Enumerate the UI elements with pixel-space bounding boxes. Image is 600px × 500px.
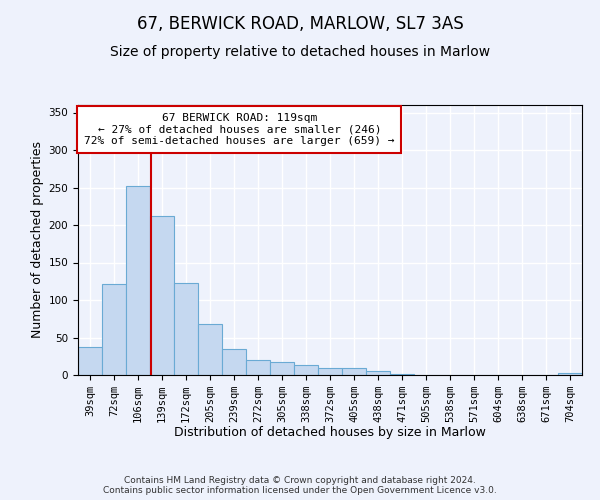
Bar: [78, 347, 102, 375]
Bar: [390, 374, 414, 375]
Bar: [126, 186, 150, 375]
X-axis label: Distribution of detached houses by size in Marlow: Distribution of detached houses by size …: [174, 426, 486, 440]
Bar: [366, 371, 390, 375]
Bar: [102, 284, 126, 375]
Bar: [198, 324, 222, 375]
Text: 67, BERWICK ROAD, MARLOW, SL7 3AS: 67, BERWICK ROAD, MARLOW, SL7 3AS: [137, 15, 463, 33]
Text: Contains HM Land Registry data © Crown copyright and database right 2024.
Contai: Contains HM Land Registry data © Crown c…: [103, 476, 497, 495]
Bar: [174, 283, 198, 375]
Bar: [558, 373, 582, 375]
Bar: [318, 368, 342, 375]
Bar: [342, 368, 366, 375]
Bar: [222, 349, 246, 375]
Text: 67 BERWICK ROAD: 119sqm
← 27% of detached houses are smaller (246)
72% of semi-d: 67 BERWICK ROAD: 119sqm ← 27% of detache…: [84, 113, 395, 146]
Bar: [150, 216, 174, 375]
Bar: [270, 362, 294, 375]
Bar: [294, 365, 318, 375]
Bar: [246, 360, 270, 375]
Text: Size of property relative to detached houses in Marlow: Size of property relative to detached ho…: [110, 45, 490, 59]
Y-axis label: Number of detached properties: Number of detached properties: [31, 142, 44, 338]
